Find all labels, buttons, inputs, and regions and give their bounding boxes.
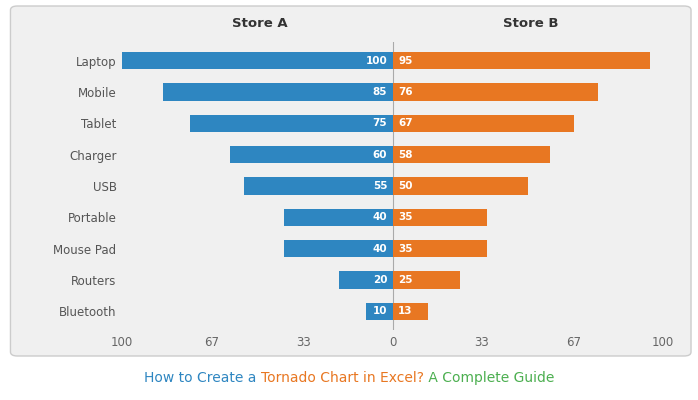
Bar xyxy=(190,115,392,132)
Text: Store B: Store B xyxy=(503,18,558,30)
Bar xyxy=(366,303,392,320)
Text: Store A: Store A xyxy=(232,18,288,30)
Text: 10: 10 xyxy=(373,306,387,316)
Text: Tornado Chart in Excel?: Tornado Chart in Excel? xyxy=(260,371,424,385)
Bar xyxy=(163,84,392,101)
Text: A Complete Guide: A Complete Guide xyxy=(424,371,554,385)
Text: 60: 60 xyxy=(373,150,387,160)
Text: 85: 85 xyxy=(373,87,387,97)
Bar xyxy=(392,84,598,101)
Bar xyxy=(122,52,392,69)
Text: 20: 20 xyxy=(373,275,387,285)
Bar xyxy=(392,146,549,163)
Text: 76: 76 xyxy=(398,87,413,97)
Text: How to Create a: How to Create a xyxy=(144,371,260,385)
Bar xyxy=(392,209,487,226)
Text: 58: 58 xyxy=(398,150,413,160)
Text: 75: 75 xyxy=(373,118,387,128)
Bar xyxy=(285,240,392,257)
Bar xyxy=(392,115,574,132)
Bar xyxy=(244,177,392,195)
Text: 50: 50 xyxy=(398,181,413,191)
Text: 35: 35 xyxy=(398,212,413,222)
Bar xyxy=(392,271,460,288)
Text: 13: 13 xyxy=(398,306,413,316)
Text: 25: 25 xyxy=(398,275,413,285)
Text: 95: 95 xyxy=(398,56,413,66)
Bar xyxy=(285,209,392,226)
Text: 100: 100 xyxy=(366,56,387,66)
Text: 67: 67 xyxy=(398,118,413,128)
Text: 35: 35 xyxy=(398,244,413,254)
Text: 55: 55 xyxy=(373,181,387,191)
Text: 40: 40 xyxy=(373,212,387,222)
Bar xyxy=(392,240,487,257)
Text: 40: 40 xyxy=(373,244,387,254)
Bar xyxy=(392,177,528,195)
Bar xyxy=(230,146,392,163)
Bar xyxy=(392,52,650,69)
Bar xyxy=(392,303,428,320)
Bar xyxy=(339,271,392,288)
